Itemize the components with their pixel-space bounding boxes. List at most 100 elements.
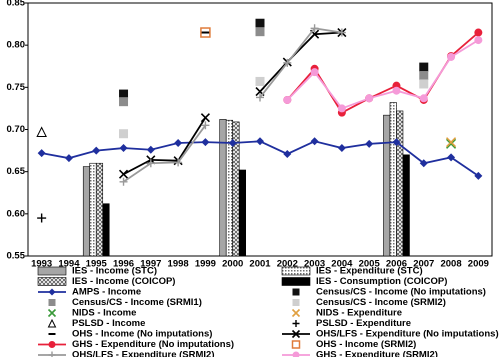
x-tick-label: 2003 [304,259,325,270]
point [474,171,483,180]
x-tick-label: 1993 [31,259,52,270]
point [447,153,456,162]
legend-label: IES - Expenditure (STC) [316,266,423,277]
point [310,68,319,77]
point [474,36,483,45]
legend-swatch [48,299,56,306]
legend-label: OHS/LFS - Expenditure (No imputations) [316,329,499,340]
x-tick-label: 1995 [86,259,108,270]
x-tick-label: 1997 [140,259,161,270]
point [283,95,292,104]
x-tick-label: 1996 [113,259,134,270]
point [365,139,374,148]
point [146,159,155,168]
point [337,28,346,37]
point [92,146,101,155]
series-line [123,31,342,175]
point [445,138,457,149]
legend-label: Census/CS - Income (SRMI1) [72,297,202,308]
legend-label: IES - Income (STC) [72,266,157,277]
point [36,126,47,138]
x-tick-label: 2002 [277,259,298,270]
y-tick-label: 0.85 [7,0,26,9]
legend-swatch [291,329,301,339]
point [37,213,47,223]
point [118,169,129,179]
bar [82,166,91,257]
legend-swatch [291,308,301,318]
bar [95,162,104,257]
point [37,149,46,158]
legend-swatch [281,266,311,276]
legend-swatch [47,318,57,328]
bar [89,162,97,257]
point [255,18,265,28]
x-tick-label: 1998 [168,259,189,270]
bar [402,154,410,257]
point [201,138,210,147]
legend-swatch [292,299,300,306]
point [310,24,319,33]
point [174,138,183,147]
point [200,27,211,38]
y-tick-label: 0.70 [7,124,26,135]
x-tick-label: 2007 [413,259,434,270]
point [419,62,429,72]
bar [389,102,397,257]
point [447,52,456,61]
point [256,137,264,146]
legend-label: OHS/LFS - Expenditure (SRMI2) [72,350,215,357]
legend-label: AMPS - Income [72,287,141,298]
point [365,94,374,103]
point [119,177,128,186]
x-tick-label: 2001 [249,259,271,270]
x-tick-label: 2009 [468,259,489,270]
legend-swatch [292,320,300,327]
point [174,158,183,167]
y-tick-label: 0.55 [7,251,26,262]
legend-swatch [37,277,67,286]
point [64,154,73,163]
x-tick-label: 1999 [195,259,216,270]
legend-label: NIDS - Expenditure [316,308,402,319]
point [392,86,401,95]
point [337,144,346,153]
bar [383,114,391,257]
point [201,121,210,130]
point [119,144,128,153]
point [337,104,346,113]
legend-label: IES - Consumption (COICOP) [316,276,447,287]
point [255,27,265,37]
x-tick-label: 2004 [331,259,353,270]
legend-swatch [292,288,300,296]
point [445,137,457,148]
point [283,58,292,67]
legend-swatch [37,266,67,276]
x-tick-label: 2008 [440,259,461,270]
legend-swatch [291,340,301,349]
point [119,89,129,99]
legend-swatch [48,351,56,357]
legend-swatch [48,341,56,348]
legend-label: GHS - Expenditure (No imputations) [72,339,234,350]
legend-label: GHS - Expenditure (SRMI2) [316,350,438,357]
point [119,129,129,139]
point [146,145,155,154]
point [419,71,429,81]
x-tick-label: 1994 [58,259,80,270]
point [283,149,292,158]
legend-label: IES - Income (COICOP) [72,276,175,287]
x-tick-label: 2005 [359,259,381,270]
point [200,113,210,123]
series-line [123,27,343,183]
point [310,137,319,146]
y-tick-label: 0.75 [7,82,26,93]
point [474,28,483,37]
bar [102,203,110,257]
point [419,94,428,103]
legend-swatch [292,351,300,357]
x-tick-label: 2000 [222,259,243,270]
legend-label: Census/CS - Income (SRMI2) [316,297,446,308]
bar [396,110,404,257]
